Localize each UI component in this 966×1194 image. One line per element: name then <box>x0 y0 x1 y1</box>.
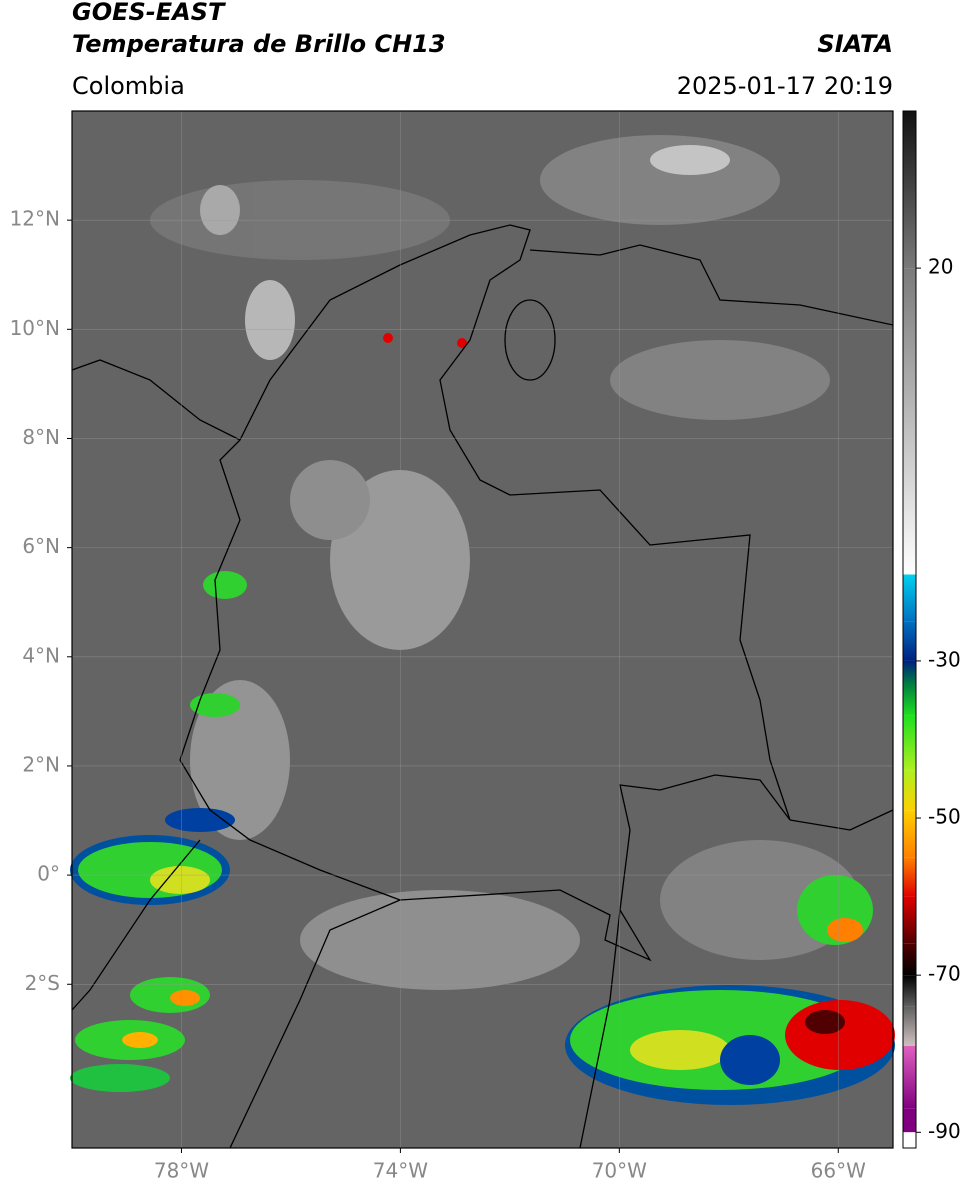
y-tick-label: 12°N <box>10 207 60 231</box>
colorbar-tick-label: -70 <box>928 962 961 986</box>
map-frame <box>71 110 894 1149</box>
x-tick-label: 70°W <box>592 1159 647 1183</box>
colorbar-segment <box>903 857 916 897</box>
x-tick-label: 78°W <box>154 1159 209 1183</box>
colorbar-segment <box>903 1108 916 1133</box>
cloud-layer <box>150 135 860 990</box>
colorbar-segment <box>903 1006 916 1046</box>
y-tick-label: 0° <box>37 862 60 886</box>
colorbar-segment <box>903 770 916 811</box>
colorbar-segment <box>903 111 916 269</box>
y-tick-label: 4°N <box>22 643 60 667</box>
colorbar-segment <box>903 896 916 944</box>
datetime: 2025-01-17 20:19 <box>677 72 893 100</box>
map <box>70 111 895 1149</box>
title: GOES-EAST <box>72 0 226 26</box>
colorbar-segment <box>903 684 916 716</box>
colorbar-segment <box>903 975 916 1007</box>
colorbar-segment <box>903 574 916 622</box>
colorbar-segment <box>903 660 916 685</box>
y-tick-label: 6°N <box>22 534 60 558</box>
colorbar-segment <box>903 943 916 976</box>
colorbar-tick-label: -90 <box>928 1119 961 1143</box>
colorbar-segment <box>903 1132 916 1148</box>
x-tick-label: 74°W <box>373 1159 428 1183</box>
region: Colombia <box>72 72 185 100</box>
y-tick-label: 2°S <box>25 971 60 995</box>
y-tick-label: 8°N <box>22 425 60 449</box>
colorbar-segment <box>903 268 916 575</box>
y-tick-label: 10°N <box>10 316 60 340</box>
colorbar-tick-label: -50 <box>928 805 961 829</box>
colorbar-tick-label: -30 <box>928 647 961 671</box>
convection <box>70 333 895 1105</box>
colorbar-segment <box>903 810 916 858</box>
colorbar-frame <box>902 110 917 1149</box>
subtitle: Temperatura de Brillo CH13 <box>72 30 446 58</box>
source: SIATA <box>817 30 893 58</box>
colorbar-segment <box>903 1045 916 1109</box>
colorbar-tick-label: 20 <box>928 255 953 279</box>
colorbar-segment <box>903 621 916 661</box>
y-tick-label: 2°N <box>22 752 60 776</box>
coastlines <box>71 224 894 1149</box>
x-tick-label: 66°W <box>811 1159 866 1183</box>
colorbar-segment <box>903 715 916 771</box>
